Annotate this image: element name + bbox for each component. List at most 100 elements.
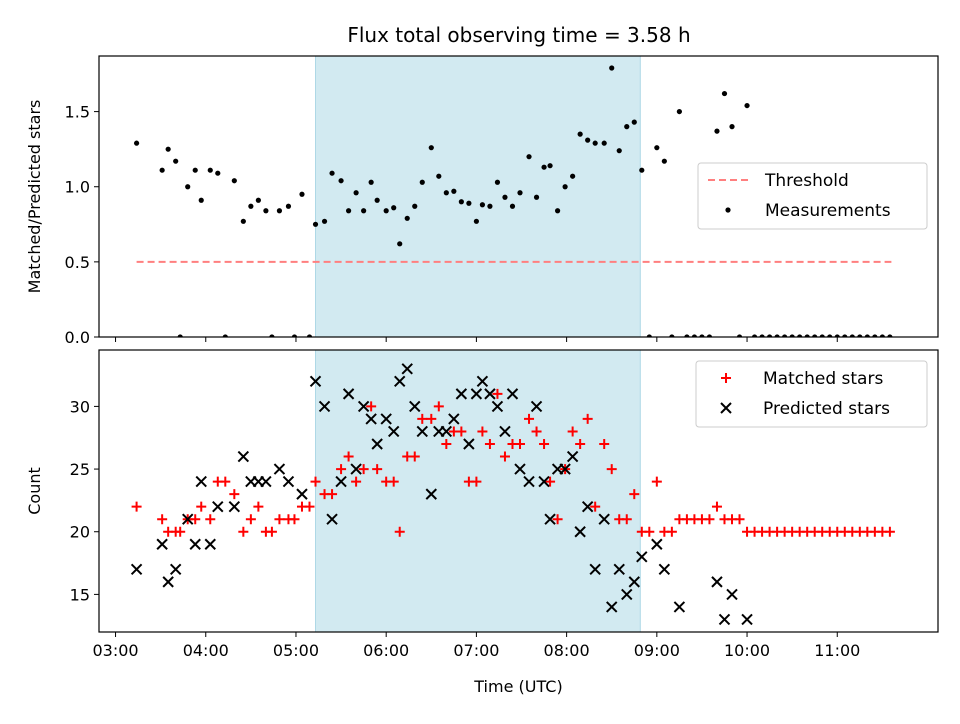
predicted-star-point: [566, 450, 579, 463]
matched-star-point: [644, 526, 655, 537]
matched-star-point: [426, 413, 437, 424]
predicted-star-point: [491, 400, 504, 413]
predicted-star-point: [574, 526, 586, 538]
matched-star-point: [131, 501, 142, 512]
measurement-point: [526, 154, 532, 160]
predicted-star-point: [409, 400, 421, 413]
measurement-point: [517, 190, 523, 196]
predicted-star-point: [282, 475, 295, 488]
measurement-point: [494, 179, 501, 185]
matched-star-point: [327, 489, 338, 500]
predicted-star-point: [380, 413, 392, 425]
matched-star-point: [433, 401, 444, 412]
x-axis-label: Time (UTC): [473, 677, 562, 696]
predicted-star-point: [711, 576, 723, 588]
predicted-star-point: [195, 475, 207, 488]
matched-star-point: [524, 413, 535, 424]
predicted-star-point: [628, 576, 640, 588]
predicted-star-point: [470, 388, 483, 400]
measurement-point: [222, 334, 228, 337]
matched-star-point: [575, 439, 586, 449]
measurement-point: [473, 218, 479, 224]
measurement-point: [198, 197, 204, 203]
measurement-point: [338, 178, 344, 184]
predicted-star-point: [169, 563, 182, 576]
predicted-star-point: [357, 400, 370, 413]
y-tick-label: 0.5: [65, 253, 90, 272]
measurement-point: [383, 208, 389, 214]
matched-star-point: [666, 526, 677, 537]
measurement-point: [353, 190, 359, 196]
matched-star-point: [253, 501, 264, 512]
measurement-point: [654, 145, 660, 151]
y-tick-label: 1.0: [65, 178, 90, 197]
measurement-point: [240, 218, 246, 224]
predicted-star-point: [621, 588, 633, 601]
measurement-point: [276, 208, 283, 214]
x-tick-label: 05:00: [273, 641, 319, 660]
predicted-star-point: [523, 475, 535, 488]
matched-star-point: [196, 501, 207, 512]
chart-title: Flux total observing time = 3.58 h: [347, 23, 690, 47]
x-tick-label: 04:00: [183, 641, 229, 660]
predicted-star-point: [365, 413, 377, 425]
matched-star-point: [336, 464, 347, 475]
legend-label: Threshold: [764, 171, 849, 191]
measurement-point: [721, 90, 728, 97]
measurement-point: [173, 158, 179, 164]
legend: Matched stars Predicted stars: [695, 360, 928, 428]
matched-star-point: [417, 413, 428, 424]
matched-star-point: [310, 476, 321, 487]
predicted-star-point: [598, 513, 610, 525]
measurement-point: [797, 334, 803, 337]
predicted-star-point: [658, 563, 671, 576]
legend-measurement-swatch: [725, 207, 731, 213]
matched-star-point: [229, 489, 240, 500]
predicted-star-point: [718, 613, 731, 626]
predicted-star-point: [673, 601, 686, 613]
matched-star-point: [343, 451, 354, 462]
y-tick-label: 1.5: [65, 103, 90, 122]
matched-star-point: [245, 514, 256, 525]
legend-label: Measurements: [765, 201, 891, 221]
matched-star-point: [531, 426, 542, 437]
measurement-point: [291, 334, 298, 337]
y-tick-label: 20: [70, 523, 90, 542]
measurement-point: [269, 334, 275, 337]
matched-star-point: [552, 514, 563, 525]
measurement-point: [857, 334, 863, 337]
observing-window-shading: [315, 55, 641, 338]
predicted-star-point: [394, 375, 406, 388]
y-axis-label: Matched/Predicted stars: [25, 100, 44, 294]
measurement-point: [601, 140, 607, 146]
measurement-point: [744, 102, 750, 109]
measurement-point: [541, 164, 547, 170]
top-panel: 0.0 0.5 1.0 1.5 Matched/Predicted stars Thres…: [25, 55, 939, 347]
matched-star-point: [515, 439, 526, 449]
measurement-point: [751, 334, 758, 337]
measurement-point: [639, 167, 645, 173]
predicted-star-point: [318, 400, 331, 413]
matched-star-point: [304, 501, 315, 512]
x-tick-label: 09:00: [634, 641, 680, 660]
measurement-point: [458, 199, 464, 205]
measurement-point: [729, 124, 735, 130]
matched-star-point: [274, 514, 285, 525]
predicted-star-point: [455, 388, 468, 400]
legend-label: Predicted stars: [763, 399, 890, 419]
measurement-point: [782, 334, 788, 337]
x-tick-label: 06:00: [363, 641, 409, 660]
y-tick-label: 25: [70, 460, 90, 479]
matched-star-point: [539, 439, 550, 449]
predicted-star-point: [589, 563, 601, 576]
predicted-star-point: [544, 513, 556, 525]
measurement-point: [368, 179, 374, 185]
matched-star-point: [629, 489, 640, 500]
measurement-point: [391, 205, 397, 211]
matched-star-point: [409, 451, 420, 462]
measurement-point: [849, 334, 855, 337]
axes-frame: [98, 55, 939, 338]
measurement-point: [759, 334, 765, 337]
measurement-point: [185, 184, 191, 190]
